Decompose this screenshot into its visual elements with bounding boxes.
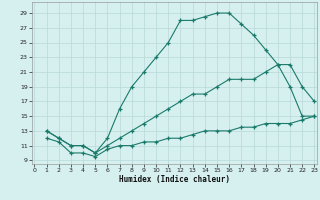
X-axis label: Humidex (Indice chaleur): Humidex (Indice chaleur) bbox=[119, 175, 230, 184]
